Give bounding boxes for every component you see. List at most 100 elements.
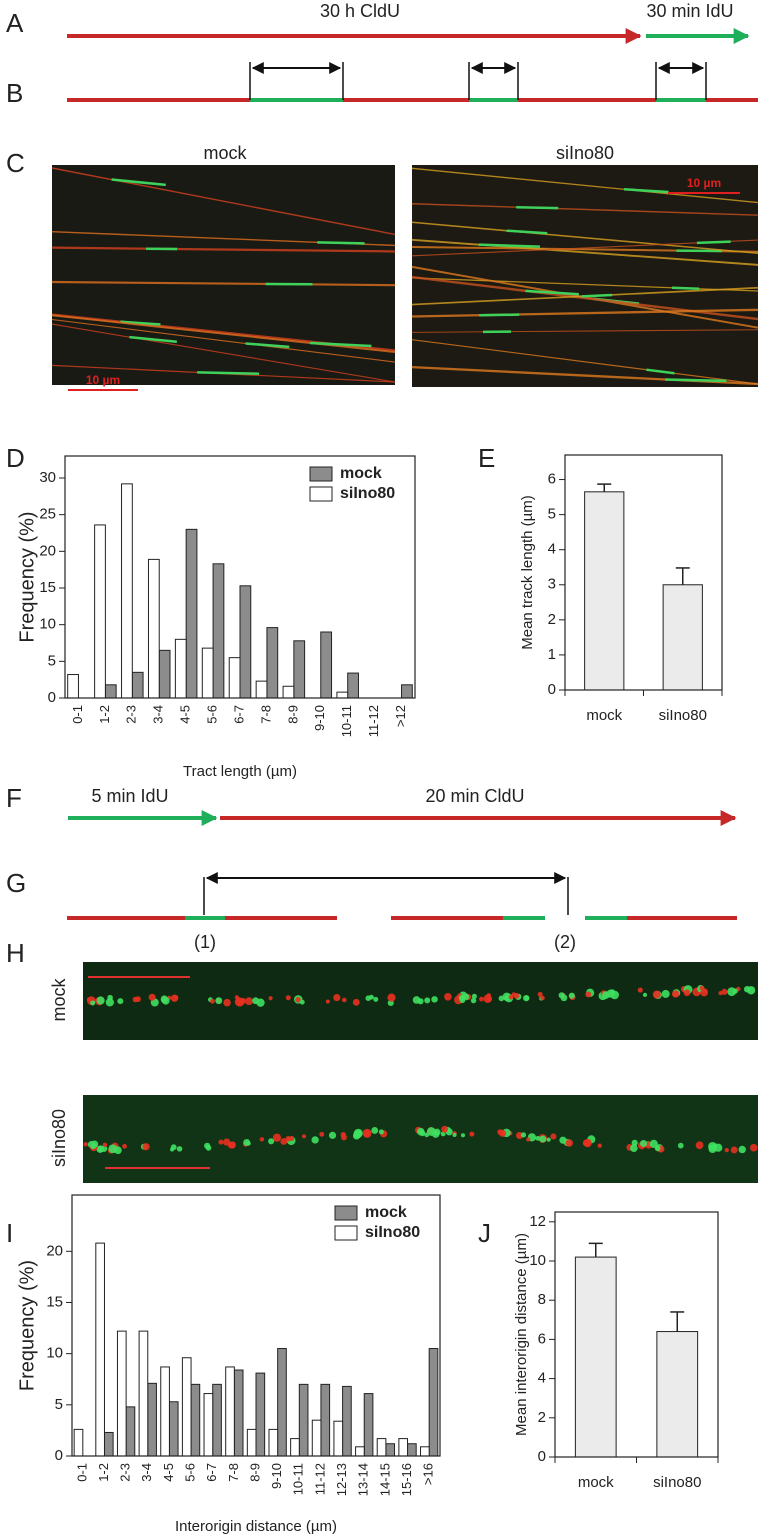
x-tick-label: 1-2 xyxy=(96,1463,111,1482)
y-tick-label: 15 xyxy=(39,579,56,596)
fiber-green xyxy=(111,178,166,187)
bar xyxy=(376,1438,387,1457)
label: (1) xyxy=(194,932,216,952)
x-tick-label: 8-9 xyxy=(247,1463,262,1482)
bead xyxy=(301,1134,307,1139)
bead xyxy=(223,998,231,1007)
bead xyxy=(170,1144,177,1151)
image-label: mock xyxy=(49,978,69,1022)
fiber xyxy=(411,221,759,254)
origin-diagram xyxy=(67,872,737,920)
y-tick-label: 5 xyxy=(548,506,556,523)
x-tick-label: 6-7 xyxy=(204,1463,219,1482)
bar xyxy=(104,684,117,699)
bead xyxy=(228,1141,236,1149)
bead xyxy=(606,989,615,998)
bead xyxy=(122,1143,127,1149)
y-tick-label: 6 xyxy=(538,1330,546,1347)
x-tick-label: 3-4 xyxy=(151,705,166,724)
label: 30 h CldU xyxy=(320,1,400,21)
bar xyxy=(336,691,349,699)
y-tick-label: 15 xyxy=(46,1293,63,1310)
fiber-green xyxy=(506,229,548,235)
bead xyxy=(597,1143,602,1148)
label: 20 min CldU xyxy=(425,786,524,806)
fiber-green xyxy=(623,188,669,194)
x-tick-label: 6-7 xyxy=(231,705,246,724)
bead xyxy=(585,991,592,998)
bead xyxy=(499,1129,507,1137)
y-tick-label: 2 xyxy=(538,1409,546,1426)
x-tick-label: 15-16 xyxy=(399,1463,414,1496)
bead xyxy=(341,1134,347,1141)
bead xyxy=(721,988,728,995)
legend-swatch xyxy=(309,486,333,502)
micrograph xyxy=(51,165,396,385)
fiber xyxy=(51,318,396,363)
bar xyxy=(656,1331,699,1458)
x-tick-label: siIno80 xyxy=(659,707,707,724)
bead xyxy=(630,1144,638,1153)
bead xyxy=(582,1139,590,1147)
bar xyxy=(298,1383,309,1457)
x-tick-label: 9-10 xyxy=(269,1463,284,1489)
y-tick-label: 5 xyxy=(48,652,56,669)
bar xyxy=(103,1431,114,1457)
y-tick-label: 10 xyxy=(529,1252,546,1269)
fiber-green xyxy=(696,240,731,245)
panel-label: A xyxy=(6,8,24,38)
plot-frame xyxy=(564,454,723,691)
bead xyxy=(649,1139,658,1148)
bar xyxy=(333,1420,344,1457)
bead xyxy=(546,1137,551,1142)
y-tick-label: 30 xyxy=(39,469,56,486)
fiber-green xyxy=(671,286,700,291)
bead xyxy=(148,993,156,1001)
x-tick-label: 7-8 xyxy=(226,1463,241,1482)
bar xyxy=(203,1393,214,1457)
bar xyxy=(181,1357,192,1457)
x-tick-label: 10-11 xyxy=(339,705,354,737)
bead xyxy=(523,994,530,1002)
bead xyxy=(743,985,751,993)
bar xyxy=(185,528,198,699)
bar xyxy=(385,1443,396,1457)
bar xyxy=(401,684,413,699)
y-tick-label: 0 xyxy=(48,689,56,706)
bead xyxy=(695,1141,704,1150)
bead xyxy=(86,997,92,1002)
fiber-green xyxy=(310,341,372,348)
micrograph xyxy=(83,1095,758,1183)
bead xyxy=(311,1136,319,1144)
plot-frame xyxy=(71,1194,441,1457)
label: 30 min IdU xyxy=(646,1,733,21)
x-tick-label: 0-1 xyxy=(70,705,85,724)
bar xyxy=(125,1406,136,1457)
image-title: siIno80 xyxy=(556,143,614,163)
panel-label: F xyxy=(6,783,22,813)
bead xyxy=(699,985,705,991)
y-tick-label: 10 xyxy=(46,1345,63,1362)
bar xyxy=(138,1330,149,1457)
legend-swatch xyxy=(309,466,333,482)
plot-frame xyxy=(64,455,416,699)
bar xyxy=(73,1428,84,1457)
bead xyxy=(218,1139,224,1145)
panel-label: D xyxy=(6,443,25,473)
bead xyxy=(352,998,360,1006)
bar xyxy=(116,1330,127,1457)
fiber xyxy=(411,203,759,216)
y-tick-label: 0 xyxy=(55,1447,63,1464)
x-tick-label: mock xyxy=(586,707,622,724)
fiber-green xyxy=(317,241,365,245)
scale-label: 10 µm xyxy=(687,176,721,190)
y-tick-label: 8 xyxy=(538,1291,546,1308)
x-tick-label: >12 xyxy=(393,705,408,727)
fiber-green xyxy=(120,320,161,326)
panel-label: B xyxy=(6,78,23,108)
bead xyxy=(259,1137,265,1142)
bar xyxy=(255,680,268,699)
bar xyxy=(160,1366,170,1457)
bead xyxy=(268,1138,275,1145)
bar xyxy=(662,584,703,691)
